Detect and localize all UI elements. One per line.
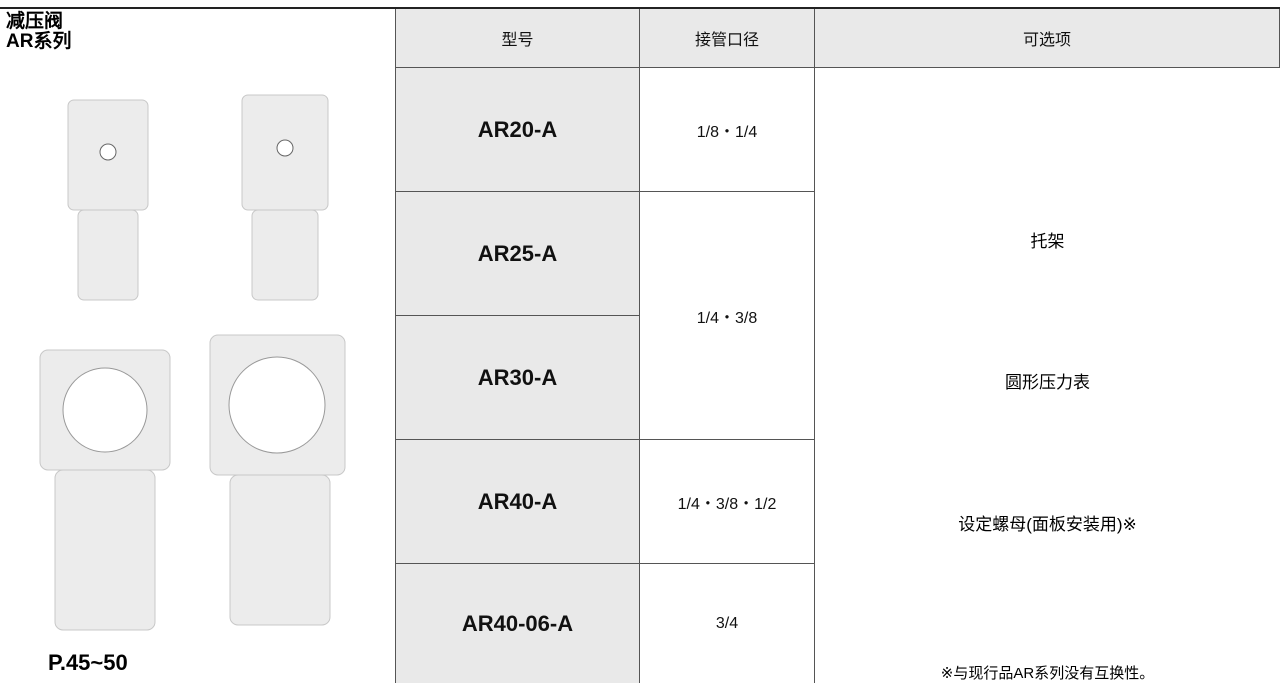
model-cell: AR40-06-A [396, 564, 640, 683]
panel-title: 减压阀 AR系列 [6, 12, 71, 52]
port-cell: 1/4・3/8 [640, 192, 815, 440]
divider [395, 9, 396, 683]
model-cell: AR30-A [396, 316, 640, 440]
header-cell: 接管口径 [640, 9, 815, 68]
option: 圆形压力表 [1005, 373, 1090, 392]
page-ref: P.45~50 [48, 650, 128, 675]
port-cell: 1/8・1/4 [640, 68, 815, 192]
port-cell: 3/4 [640, 564, 815, 683]
title-line: 减压阀 [6, 11, 64, 32]
model-cell: AR25-A [396, 192, 640, 316]
port-cell: 1/4・3/8・1/2 [640, 440, 815, 564]
option: 托架 [1030, 232, 1065, 251]
header-cell: 型号 [396, 9, 640, 68]
model-cell: AR20-A [396, 68, 640, 192]
header-cell: 可选项 [815, 9, 1280, 68]
note: ※与现行品AR系列没有互换性。 [940, 665, 1155, 682]
title-line: AR系列 [6, 31, 72, 52]
product-images [39, 94, 346, 631]
top-rule [0, 7, 1280, 9]
option: 设定螺母(面板安装用)※ [958, 515, 1137, 534]
model-cell: AR40-A [396, 440, 640, 564]
